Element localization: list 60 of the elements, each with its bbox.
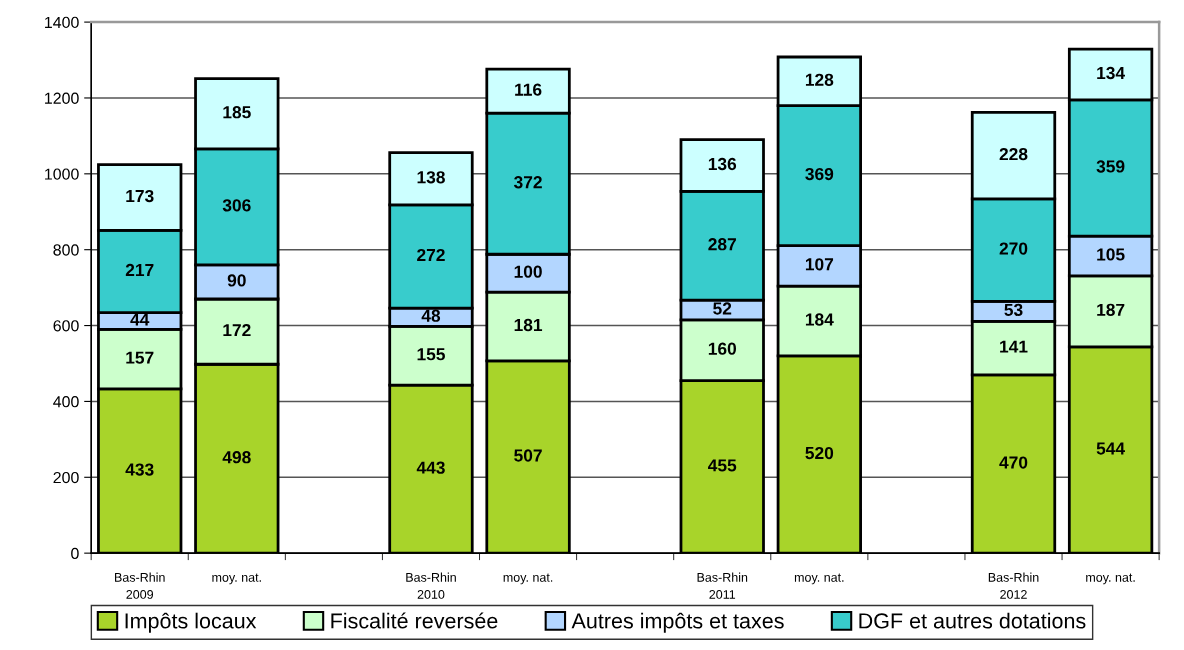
data-label: 455 [708, 459, 737, 472]
y-tick-label: 1000 [45, 168, 79, 180]
data-label: 141 [1000, 340, 1028, 353]
data-label: 544 [1096, 442, 1125, 455]
y-tick-label: 200 [53, 471, 79, 484]
x-tick-label: moy. nat. [794, 573, 844, 585]
x-tick-label: Bas-Rhin 2012 [988, 572, 1039, 599]
x-tick-label: Bas-Rhin 2011 [697, 572, 748, 599]
data-label: 185 [223, 106, 251, 119]
data-label: 100 [514, 265, 542, 278]
data-label: 136 [708, 157, 737, 171]
x-tick-label: moy. nat. [212, 573, 261, 585]
y-tick-label: 800 [53, 244, 79, 256]
data-label: 498 [222, 451, 251, 464]
data-label: 217 [125, 263, 154, 276]
data-label: 287 [708, 238, 736, 251]
data-label: 138 [417, 171, 445, 184]
data-label: 160 [708, 342, 737, 355]
data-label: 172 [223, 323, 251, 337]
data-label: 48 [421, 309, 441, 322]
data-label: 228 [999, 147, 1028, 161]
data-label: 105 [1097, 248, 1125, 261]
data-label: 155 [417, 348, 445, 361]
y-tick-label: 1400 [45, 16, 79, 29]
data-label: 44 [130, 313, 150, 326]
data-label: 52 [713, 302, 732, 315]
data-label: 433 [125, 463, 154, 476]
data-label: 306 [222, 199, 251, 212]
data-label: 157 [126, 351, 154, 364]
data-label: 53 [1004, 303, 1023, 317]
x-tick-label: Bas-Rhin 2009 [115, 572, 165, 599]
data-label: 134 [1097, 66, 1125, 80]
data-label: 359 [1096, 160, 1125, 173]
data-label: 470 [999, 456, 1028, 469]
data-label: 128 [805, 73, 834, 86]
data-label: 90 [227, 274, 246, 287]
y-tick-label: 400 [53, 396, 79, 408]
data-label: 116 [515, 83, 542, 96]
data-label: 372 [513, 176, 542, 189]
data-label: 173 [126, 189, 154, 203]
data-label: 443 [416, 461, 445, 474]
legend-label: Fiscalité reversée [331, 612, 498, 629]
y-tick-label: 1200 [45, 92, 79, 104]
y-tick-label: 0 [71, 547, 79, 560]
x-tick-label: moy. nat. [503, 573, 553, 585]
data-label: 184 [805, 313, 834, 326]
data-label: 107 [805, 258, 834, 271]
data-label: 520 [805, 446, 834, 460]
data-label: 187 [1097, 303, 1125, 316]
data-label: 272 [417, 248, 445, 262]
x-tick-label: moy. nat. [1086, 573, 1135, 585]
data-label: 181 [514, 318, 543, 332]
x-tick-label: Bas-Rhin 2010 [406, 572, 456, 599]
data-label: 369 [805, 167, 834, 181]
data-label: 270 [999, 242, 1028, 255]
data-label: 507 [514, 449, 542, 462]
y-tick-label: 600 [53, 320, 79, 332]
legend-label: DGF et autres dotations [859, 612, 1086, 629]
legend-label: Impôts locaux [125, 612, 257, 633]
legend-label: Autres impôts et taxes [571, 612, 784, 633]
